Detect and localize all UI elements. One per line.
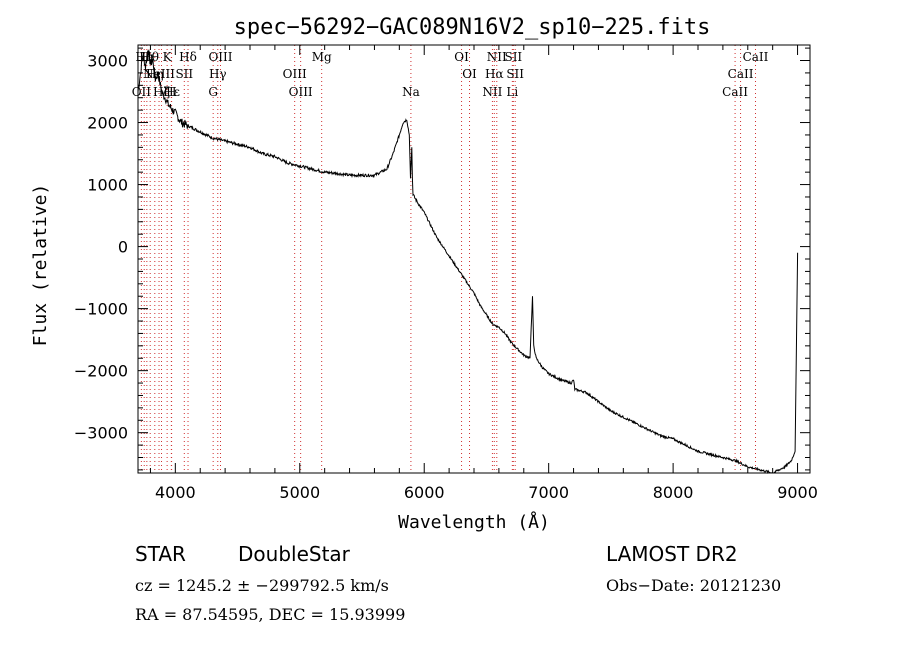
spectral-line-label: CaII	[728, 67, 754, 81]
object-type-key: STAR	[135, 542, 186, 566]
y-tick-label: 2000	[87, 114, 128, 133]
spectral-line-label: OIII	[283, 67, 307, 81]
x-tick-label: 8000	[653, 483, 694, 502]
spectral-line-label: Hδ	[179, 50, 197, 64]
coordinates-readout: RA = 87.54595, DEC = 15.93999	[135, 605, 405, 624]
spectral-line-label: Na	[402, 85, 420, 99]
y-axis-ticks: −3000 −2000 −1000 0 1000 2000 3000	[74, 47, 810, 471]
spectral-line-label: SII	[506, 67, 524, 81]
spectral-line-label: Hγ	[209, 67, 227, 81]
spectral-line-label: OII	[132, 85, 152, 99]
y-tick-label: −1000	[74, 300, 128, 319]
y-tick-label: 3000	[87, 52, 128, 71]
spectral-line-label: Mg	[312, 50, 332, 64]
redshift-readout: cz = 1245.2 ± −299792.5 km/s	[135, 576, 389, 595]
observation-date: Obs−Date: 20121230	[606, 576, 781, 595]
spectral-line-markers	[140, 45, 756, 473]
spectral-line-label: NII	[487, 50, 507, 64]
spectral-line-label: K	[163, 50, 173, 64]
spectral-line-label: NII	[482, 85, 502, 99]
spectral-line-label: OI	[462, 67, 477, 81]
spectral-line-label: OIII	[289, 85, 313, 99]
y-tick-label: 0	[118, 238, 128, 257]
spectral-line-label: CaII	[722, 85, 748, 99]
x-tick-label: 4000	[155, 483, 196, 502]
spectral-line-label: SII	[175, 67, 193, 81]
spectral-line-label: SII	[504, 50, 522, 64]
spectral-line-label: NeIII	[143, 67, 175, 81]
x-axis-ticks: 4000 5000 6000 7000 8000 9000	[149, 45, 818, 502]
x-tick-label: 9000	[777, 483, 818, 502]
chart-title: spec−56292−GAC089N16V2_sp10−225.fits	[234, 15, 711, 40]
x-axis-label: Wavelength (Å)	[398, 511, 550, 533]
y-tick-label: −2000	[74, 362, 128, 381]
plot-frame	[137, 44, 811, 474]
spectral-line-label: G	[208, 85, 218, 99]
spectral-line-label: Hε	[163, 85, 180, 99]
spectrum-series-line	[137, 49, 799, 474]
spectral-line-label: Li	[506, 85, 518, 99]
survey-label: LAMOST DR2	[606, 542, 738, 566]
spectral-line-labels: OIIHηHιHθHηNeIIIHζKHHεSIIHδGHγOIIIOIIIOI…	[132, 50, 769, 99]
y-tick-label: −3000	[74, 424, 128, 443]
spectral-line-label: OIII	[208, 50, 232, 64]
spectral-line-label: CaII	[743, 50, 769, 64]
spectral-line-label: Hα	[485, 67, 504, 81]
x-tick-label: 5000	[279, 483, 320, 502]
object-type-value: DoubleStar	[238, 542, 351, 566]
spectral-line-label: OI	[454, 50, 469, 64]
y-tick-label: 1000	[87, 176, 128, 195]
spectral-line-label: H	[166, 85, 176, 99]
x-tick-label: 6000	[404, 483, 445, 502]
x-tick-label: 7000	[528, 483, 569, 502]
y-axis-label: Flux (relative)	[30, 184, 51, 347]
